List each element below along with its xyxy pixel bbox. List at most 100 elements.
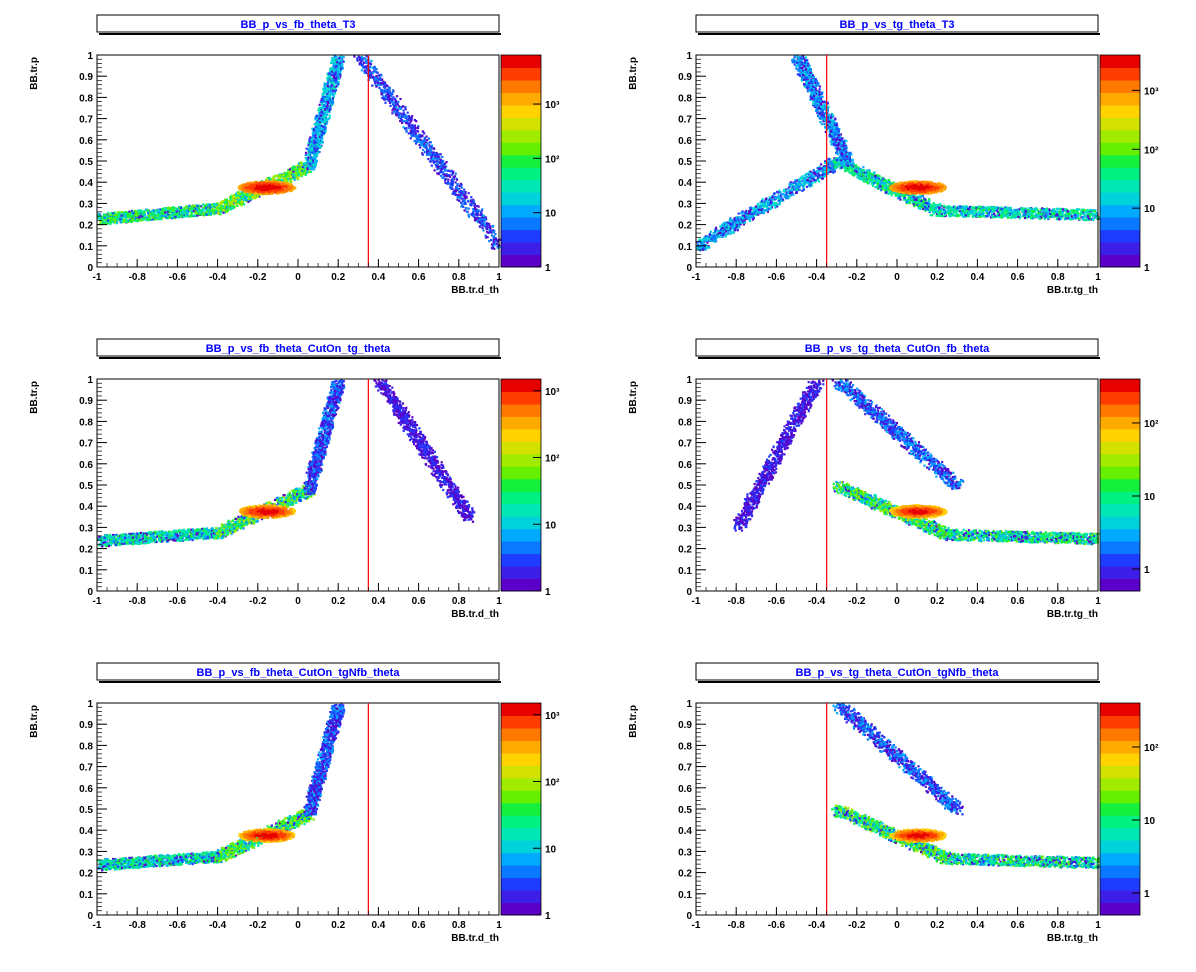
- heatmap-cell: [131, 215, 133, 217]
- heatmap-cell: [273, 178, 275, 180]
- heatmap-cell: [319, 145, 321, 147]
- heatmap-cell: [220, 209, 222, 211]
- heatmap-cell: [235, 197, 237, 199]
- heatmap-cell: [321, 140, 323, 142]
- heatmap-cell: [308, 154, 310, 156]
- heatmap-cell: [323, 100, 325, 102]
- heatmap-cell: [316, 144, 318, 146]
- heatmap-cell: [199, 213, 201, 215]
- heatmap-cell: [303, 170, 305, 172]
- heatmap-cell: [162, 209, 164, 211]
- heatmap-cell: [326, 107, 328, 109]
- heatmap-cell: [309, 148, 311, 150]
- heatmap-cell: [314, 118, 316, 120]
- heatmap-cell: [118, 215, 120, 217]
- heatmap-cell: [132, 212, 134, 214]
- heatmap-cell: [138, 209, 140, 211]
- heatmap-cell: [186, 207, 188, 209]
- heatmap-cell: [310, 160, 312, 162]
- heatmap-cell: [280, 174, 282, 176]
- heatmap-cell: [245, 199, 247, 201]
- heatmap-cell: [205, 209, 207, 211]
- heatmap-cell: [141, 212, 143, 214]
- heatmap-cell: [213, 203, 215, 205]
- heatmap-cell: [224, 206, 226, 208]
- heatmap-cell: [240, 193, 242, 195]
- heatmap-cell: [319, 121, 321, 123]
- canvas-figure: BB_p_vs_fb_theta_T3-1 -0.8 -0.6 -0.4 -0.2 0 0.…: [0, 0, 1196, 972]
- heatmap-cell: [306, 170, 308, 172]
- heatmap-cell: [334, 73, 336, 75]
- heatmap-cell: [110, 220, 112, 222]
- heatmap-cell: [174, 216, 176, 218]
- heatmap-cell: [139, 219, 141, 221]
- heatmap-cell: [227, 210, 229, 212]
- heatmap-cell: [221, 207, 223, 209]
- heatmap-cell: [126, 220, 128, 222]
- heatmap-cell: [162, 215, 164, 217]
- heatmap-cell: [313, 129, 315, 131]
- heatmap-cell: [165, 214, 167, 216]
- heatmap-cell: [135, 220, 137, 222]
- heatmap-cell: [233, 196, 235, 198]
- heatmap-cell: [217, 202, 219, 204]
- heatmap-cell: [220, 202, 222, 204]
- heatmap-cell: [152, 217, 154, 219]
- heatmap-cell: [298, 173, 300, 175]
- heatmap-cell: [305, 154, 307, 156]
- heatmap-cell: [213, 205, 215, 207]
- heatmap-cell: [154, 218, 156, 220]
- heatmap-cell: [289, 173, 291, 175]
- heatmap-cell: [320, 115, 322, 117]
- heatmap-cell: [339, 60, 341, 62]
- heatmap-cell: [158, 210, 160, 212]
- heatmap-cell: [241, 197, 243, 199]
- heatmap-cell: [287, 175, 289, 177]
- heatmap-cell: [276, 175, 278, 177]
- chart-title-shadow: [99, 33, 501, 35]
- heatmap-cell: [232, 200, 234, 202]
- heatmap-cell: [129, 220, 131, 222]
- heatmap-cell: [310, 171, 312, 173]
- heatmap-cell: [215, 211, 217, 213]
- heatmap-cell: [192, 214, 194, 216]
- heatmap-cell: [294, 177, 296, 179]
- heatmap-cell: [176, 210, 178, 212]
- heatmap-cell: [318, 128, 320, 130]
- heatmap-cell: [298, 167, 300, 169]
- heatmap-cell: [215, 209, 217, 211]
- heatmap-cell: [323, 129, 325, 131]
- heatmap-cell: [334, 79, 336, 81]
- heatmap-cell: [311, 167, 313, 169]
- heatmap-cell: [157, 213, 159, 215]
- heatmap-cell: [199, 205, 201, 207]
- heatmap-cell: [239, 199, 241, 201]
- heatmap-cell: [326, 91, 328, 93]
- heatmap-cell: [311, 158, 313, 160]
- heatmap-cell: [217, 212, 219, 214]
- heatmap-cell: [327, 83, 329, 85]
- heatmap-cell: [323, 119, 325, 121]
- heatmap-cell: [329, 94, 331, 96]
- heatmap-cell: [320, 101, 322, 103]
- heatmap-cell: [200, 210, 202, 212]
- heatmap-cell: [330, 80, 332, 82]
- heatmap-cell: [283, 174, 285, 176]
- heatmap-cell: [291, 167, 293, 169]
- heatmap-cell: [341, 60, 343, 62]
- heatmap-cell: [333, 84, 335, 86]
- heatmap-cell: [136, 215, 138, 217]
- heatmap-cell: [254, 196, 256, 198]
- heatmap-cell: [194, 205, 196, 207]
- heatmap-cell: [229, 198, 231, 200]
- heatmap-cell: [289, 175, 291, 177]
- heatmap-cell: [316, 115, 318, 117]
- heatmap-cell: [324, 87, 326, 89]
- heatmap-cell: [236, 205, 238, 207]
- heatmap-cell: [180, 216, 182, 218]
- heatmap-cell: [327, 102, 329, 104]
- heatmap-cell: [114, 221, 116, 223]
- heatmap-cell: [191, 212, 193, 214]
- heatmap-cell: [105, 222, 107, 224]
- heatmap-cell: [237, 191, 239, 193]
